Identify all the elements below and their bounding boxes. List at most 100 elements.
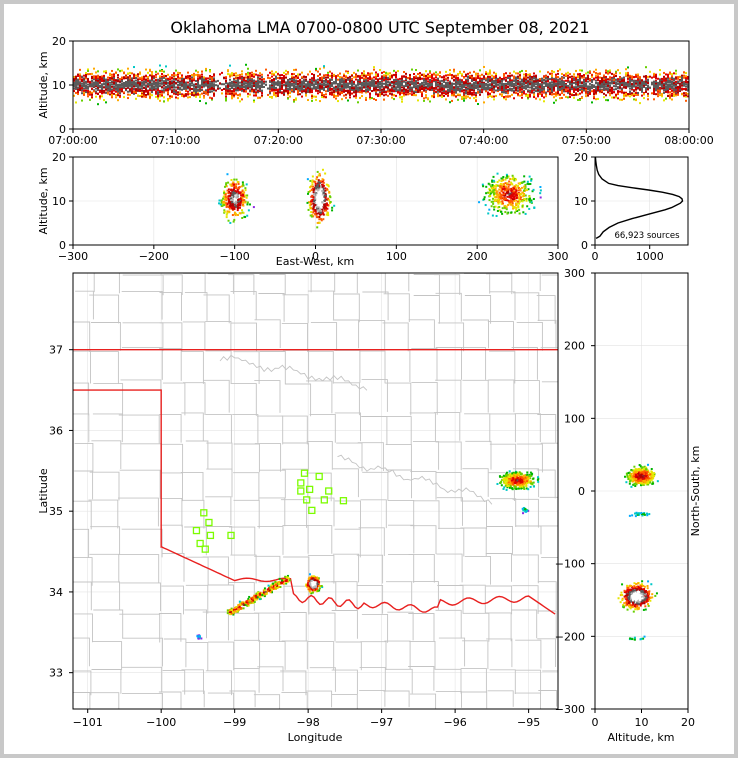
time-height-source [297, 80, 299, 82]
time-height-source [193, 92, 195, 94]
time-height-source [633, 90, 635, 92]
time-height-source [267, 74, 269, 76]
time-height-source [81, 85, 83, 87]
time-height-source [199, 74, 201, 76]
time-height-source [269, 84, 271, 86]
time-height-source [585, 79, 587, 81]
time-height-source [161, 86, 163, 88]
time-height-source [177, 94, 179, 96]
time-height-source [221, 72, 223, 74]
time-height-source [633, 80, 635, 82]
time-height-source [515, 84, 517, 86]
time-height-source [293, 73, 295, 75]
time-height-source [281, 77, 283, 79]
time-height-source [445, 71, 447, 73]
time-height-source [523, 84, 525, 86]
time-height-source [489, 87, 491, 89]
time-height-source [245, 80, 247, 82]
time-height-source [461, 96, 463, 98]
time-height-source [565, 86, 567, 88]
time-height-source [543, 86, 545, 88]
time-height-source [509, 88, 511, 90]
time-height-source [571, 94, 573, 96]
time-height-source [173, 88, 175, 90]
time-height-source [597, 76, 599, 78]
time-height-source [455, 83, 457, 85]
time-height-source [501, 84, 503, 86]
time-height-source [481, 89, 483, 91]
time-height-source [279, 81, 281, 83]
time-height-source [363, 84, 365, 86]
time-height-source [111, 77, 113, 79]
time-height-source [497, 87, 499, 89]
time-height-source [573, 97, 575, 99]
time-height-source [113, 75, 115, 77]
time-height-source [173, 93, 175, 95]
time-height-source [305, 86, 307, 88]
time-height-source [591, 81, 593, 83]
time-height-source [211, 88, 213, 90]
time-height-source [87, 90, 89, 92]
time-height-source [311, 95, 313, 97]
time-height-source [517, 90, 519, 92]
time-height-source [163, 90, 165, 92]
time-height-source [429, 83, 431, 85]
time-height-source [487, 92, 489, 94]
time-height-source [371, 97, 373, 99]
time-height-source [425, 70, 427, 72]
time-height-source [585, 89, 587, 91]
time-height-source [393, 81, 395, 83]
time-height-source [99, 85, 101, 87]
time-height-source [201, 93, 203, 95]
time-height-source [379, 78, 381, 80]
time-height-source [313, 79, 315, 81]
time-height-source [587, 87, 589, 89]
time-height-source [513, 97, 515, 99]
time-height-source [229, 85, 231, 87]
time-height-source [619, 91, 621, 93]
time-height-source [595, 80, 597, 82]
time-height-source [249, 86, 251, 88]
time-height-source [207, 89, 209, 91]
time-height-source [401, 89, 403, 91]
time-height-source [577, 79, 579, 81]
time-height-source [173, 74, 175, 76]
time-height-source [93, 68, 95, 70]
time-height-source [419, 85, 421, 87]
time-height-source [325, 77, 327, 79]
time-height-source [629, 75, 631, 77]
time-height-source [347, 72, 349, 74]
time-height-source [155, 79, 157, 81]
time-height-source [171, 96, 173, 98]
time-height-source [551, 75, 553, 77]
time-height-source [167, 91, 169, 93]
time-height-source [309, 81, 311, 83]
time-height-source [613, 85, 615, 87]
time-height-source [79, 81, 81, 83]
time-height-source [633, 84, 635, 86]
time-height-source [339, 79, 341, 81]
time-height-source [89, 92, 91, 94]
time-height-source [619, 83, 621, 85]
time-height-source [409, 74, 411, 76]
time-height-source [367, 77, 369, 79]
time-height-source [195, 80, 197, 82]
time-height-source [81, 76, 83, 78]
time-height-source [531, 87, 533, 89]
time-height-source [287, 88, 289, 90]
time-height-source [141, 96, 143, 98]
time-height-source [565, 84, 567, 86]
time-height-source [289, 82, 291, 84]
time-height-source [441, 76, 443, 78]
time-height-source [467, 88, 469, 90]
time-height-source [507, 81, 509, 83]
time-height-source [315, 82, 317, 84]
time-height-source [561, 97, 563, 99]
time-height-source [109, 93, 111, 95]
time-height-source [587, 78, 589, 80]
time-height-source [465, 88, 467, 90]
time-height-source [99, 91, 101, 93]
time-height-source [397, 86, 399, 88]
time-height-source [487, 81, 489, 83]
time-height-source [549, 92, 551, 94]
